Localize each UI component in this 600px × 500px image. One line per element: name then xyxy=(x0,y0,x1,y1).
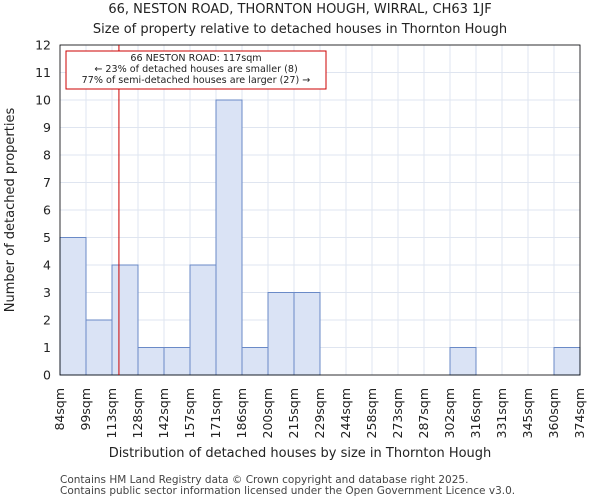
x-tick-label: 244sqm xyxy=(338,388,353,438)
annotation-line-1: 66 NESTON ROAD: 117sqm xyxy=(130,53,261,64)
footer-line-2: Contains public sector information licen… xyxy=(60,485,515,497)
histogram-bar xyxy=(267,292,295,376)
histogram-bar xyxy=(215,99,243,376)
x-tick-label: 215sqm xyxy=(286,388,301,438)
annotation-line-2: ← 23% of detached houses are smaller (8) xyxy=(94,64,297,75)
histogram-bar xyxy=(449,347,477,376)
y-axis-label: Number of detached properties xyxy=(3,108,18,313)
x-tick-label: 229sqm xyxy=(312,388,327,438)
x-tick-label: 142sqm xyxy=(156,388,171,438)
annotation-box xyxy=(65,50,327,90)
y-tick-label: 3 xyxy=(43,285,51,300)
x-tick-label: 258sqm xyxy=(364,388,379,438)
x-tick-label: 99sqm xyxy=(78,388,93,431)
histogram-bar xyxy=(189,264,217,376)
x-tick-label: 302sqm xyxy=(442,388,457,438)
x-tick-label: 200sqm xyxy=(260,388,275,438)
y-tick-label: 11 xyxy=(35,65,51,80)
plot-frame xyxy=(59,44,581,376)
x-tick-label: 374sqm xyxy=(572,388,587,438)
y-tick-label: 12 xyxy=(35,38,51,53)
y-tick-label: 7 xyxy=(43,175,51,190)
x-axis-label: Distribution of detached houses by size … xyxy=(109,446,492,461)
annotation-line-3: 77% of semi-detached houses are larger (… xyxy=(82,75,311,86)
histogram-bar xyxy=(137,347,165,376)
y-tick-label: 10 xyxy=(35,93,51,108)
footer-line-1: Contains HM Land Registry data © Crown c… xyxy=(60,474,468,486)
y-tick-label: 4 xyxy=(43,258,51,273)
histogram-bar xyxy=(85,319,113,376)
x-tick-label: 113sqm xyxy=(104,388,119,438)
x-tick-label: 157sqm xyxy=(182,388,197,438)
x-tick-label: 186sqm xyxy=(234,388,249,438)
x-tick-labels: 84sqm 99sqm 113sqm 128sqm 142sqm 157sqm 171sqm… xyxy=(52,388,587,438)
y-tick-label: 8 xyxy=(43,148,51,163)
x-tick-label: 345sqm xyxy=(520,388,535,438)
x-tick-label: 128sqm xyxy=(130,388,145,438)
histogram-bar xyxy=(553,347,581,376)
histogram-bar xyxy=(163,347,191,376)
y-tick-label: 2 xyxy=(43,313,51,328)
y-tick-label: 0 xyxy=(43,368,51,383)
x-tick-label: 273sqm xyxy=(390,388,405,438)
histogram-bar xyxy=(293,292,321,376)
x-tick-label: 171sqm xyxy=(208,388,223,438)
histogram-bar xyxy=(59,237,87,376)
x-tick-label: 84sqm xyxy=(52,388,67,431)
x-tick-label: 331sqm xyxy=(494,388,509,438)
x-tick-label: 316sqm xyxy=(468,388,483,438)
histogram-bar xyxy=(111,264,139,376)
histogram-bar xyxy=(241,347,269,376)
y-tick-label: 9 xyxy=(43,120,51,135)
chart-subtitle: Size of property relative to detached ho… xyxy=(93,22,507,37)
bars-group xyxy=(59,99,581,376)
x-tick-label: 287sqm xyxy=(416,388,431,438)
x-tick-label: 360sqm xyxy=(546,388,561,438)
y-tick-label: 1 xyxy=(43,340,51,355)
y-tick-label: 5 xyxy=(43,230,51,245)
y-tick-label: 6 xyxy=(43,203,51,218)
chart-title: 66, NESTON ROAD, THORNTON HOUGH, WIRRAL,… xyxy=(108,2,491,17)
